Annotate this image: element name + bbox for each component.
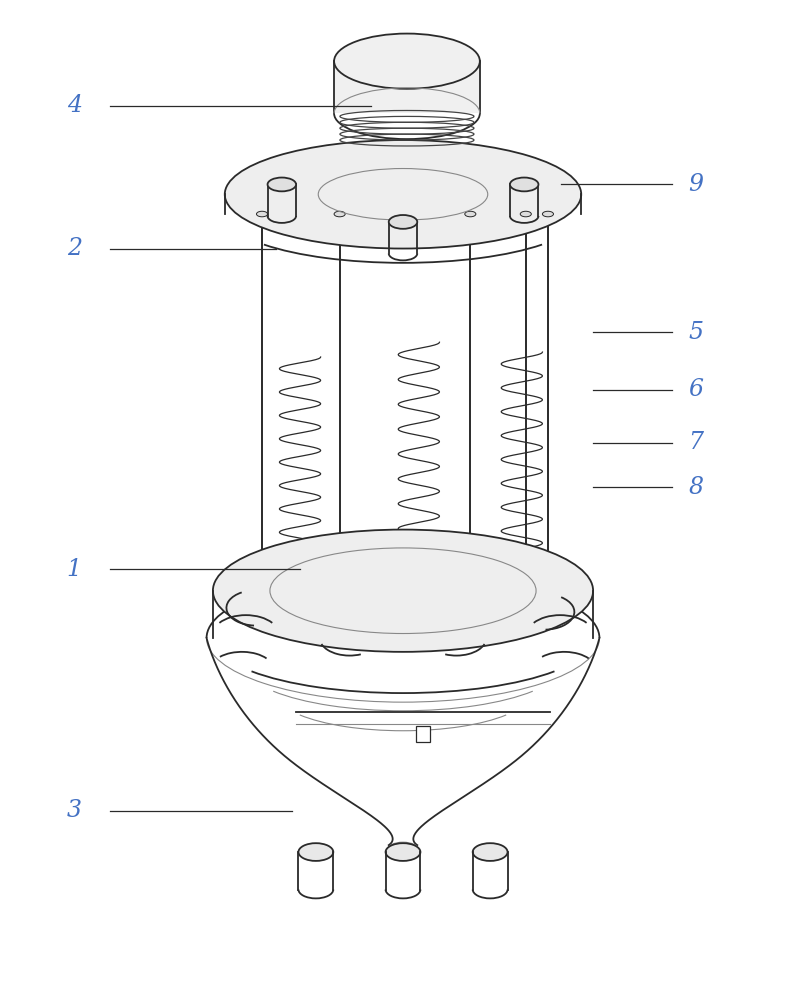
Text: 3: 3 xyxy=(67,799,81,822)
Ellipse shape xyxy=(334,211,345,217)
Ellipse shape xyxy=(472,843,508,861)
Text: 7: 7 xyxy=(688,431,704,454)
Polygon shape xyxy=(334,61,480,113)
Ellipse shape xyxy=(334,34,480,89)
Text: 2: 2 xyxy=(67,237,81,260)
Ellipse shape xyxy=(268,178,296,191)
Text: 4: 4 xyxy=(67,94,81,117)
Ellipse shape xyxy=(510,178,538,191)
Ellipse shape xyxy=(213,530,593,652)
Ellipse shape xyxy=(542,211,554,217)
Ellipse shape xyxy=(256,211,268,217)
Text: 6: 6 xyxy=(688,378,704,401)
Bar xyxy=(416,726,430,742)
Ellipse shape xyxy=(520,211,531,217)
Text: 1: 1 xyxy=(67,558,81,581)
Ellipse shape xyxy=(385,843,421,861)
Ellipse shape xyxy=(388,215,418,229)
Text: 9: 9 xyxy=(688,173,704,196)
Text: 8: 8 xyxy=(688,476,704,499)
Ellipse shape xyxy=(298,843,334,861)
Ellipse shape xyxy=(465,211,476,217)
Text: 5: 5 xyxy=(688,321,704,344)
Ellipse shape xyxy=(225,140,581,249)
